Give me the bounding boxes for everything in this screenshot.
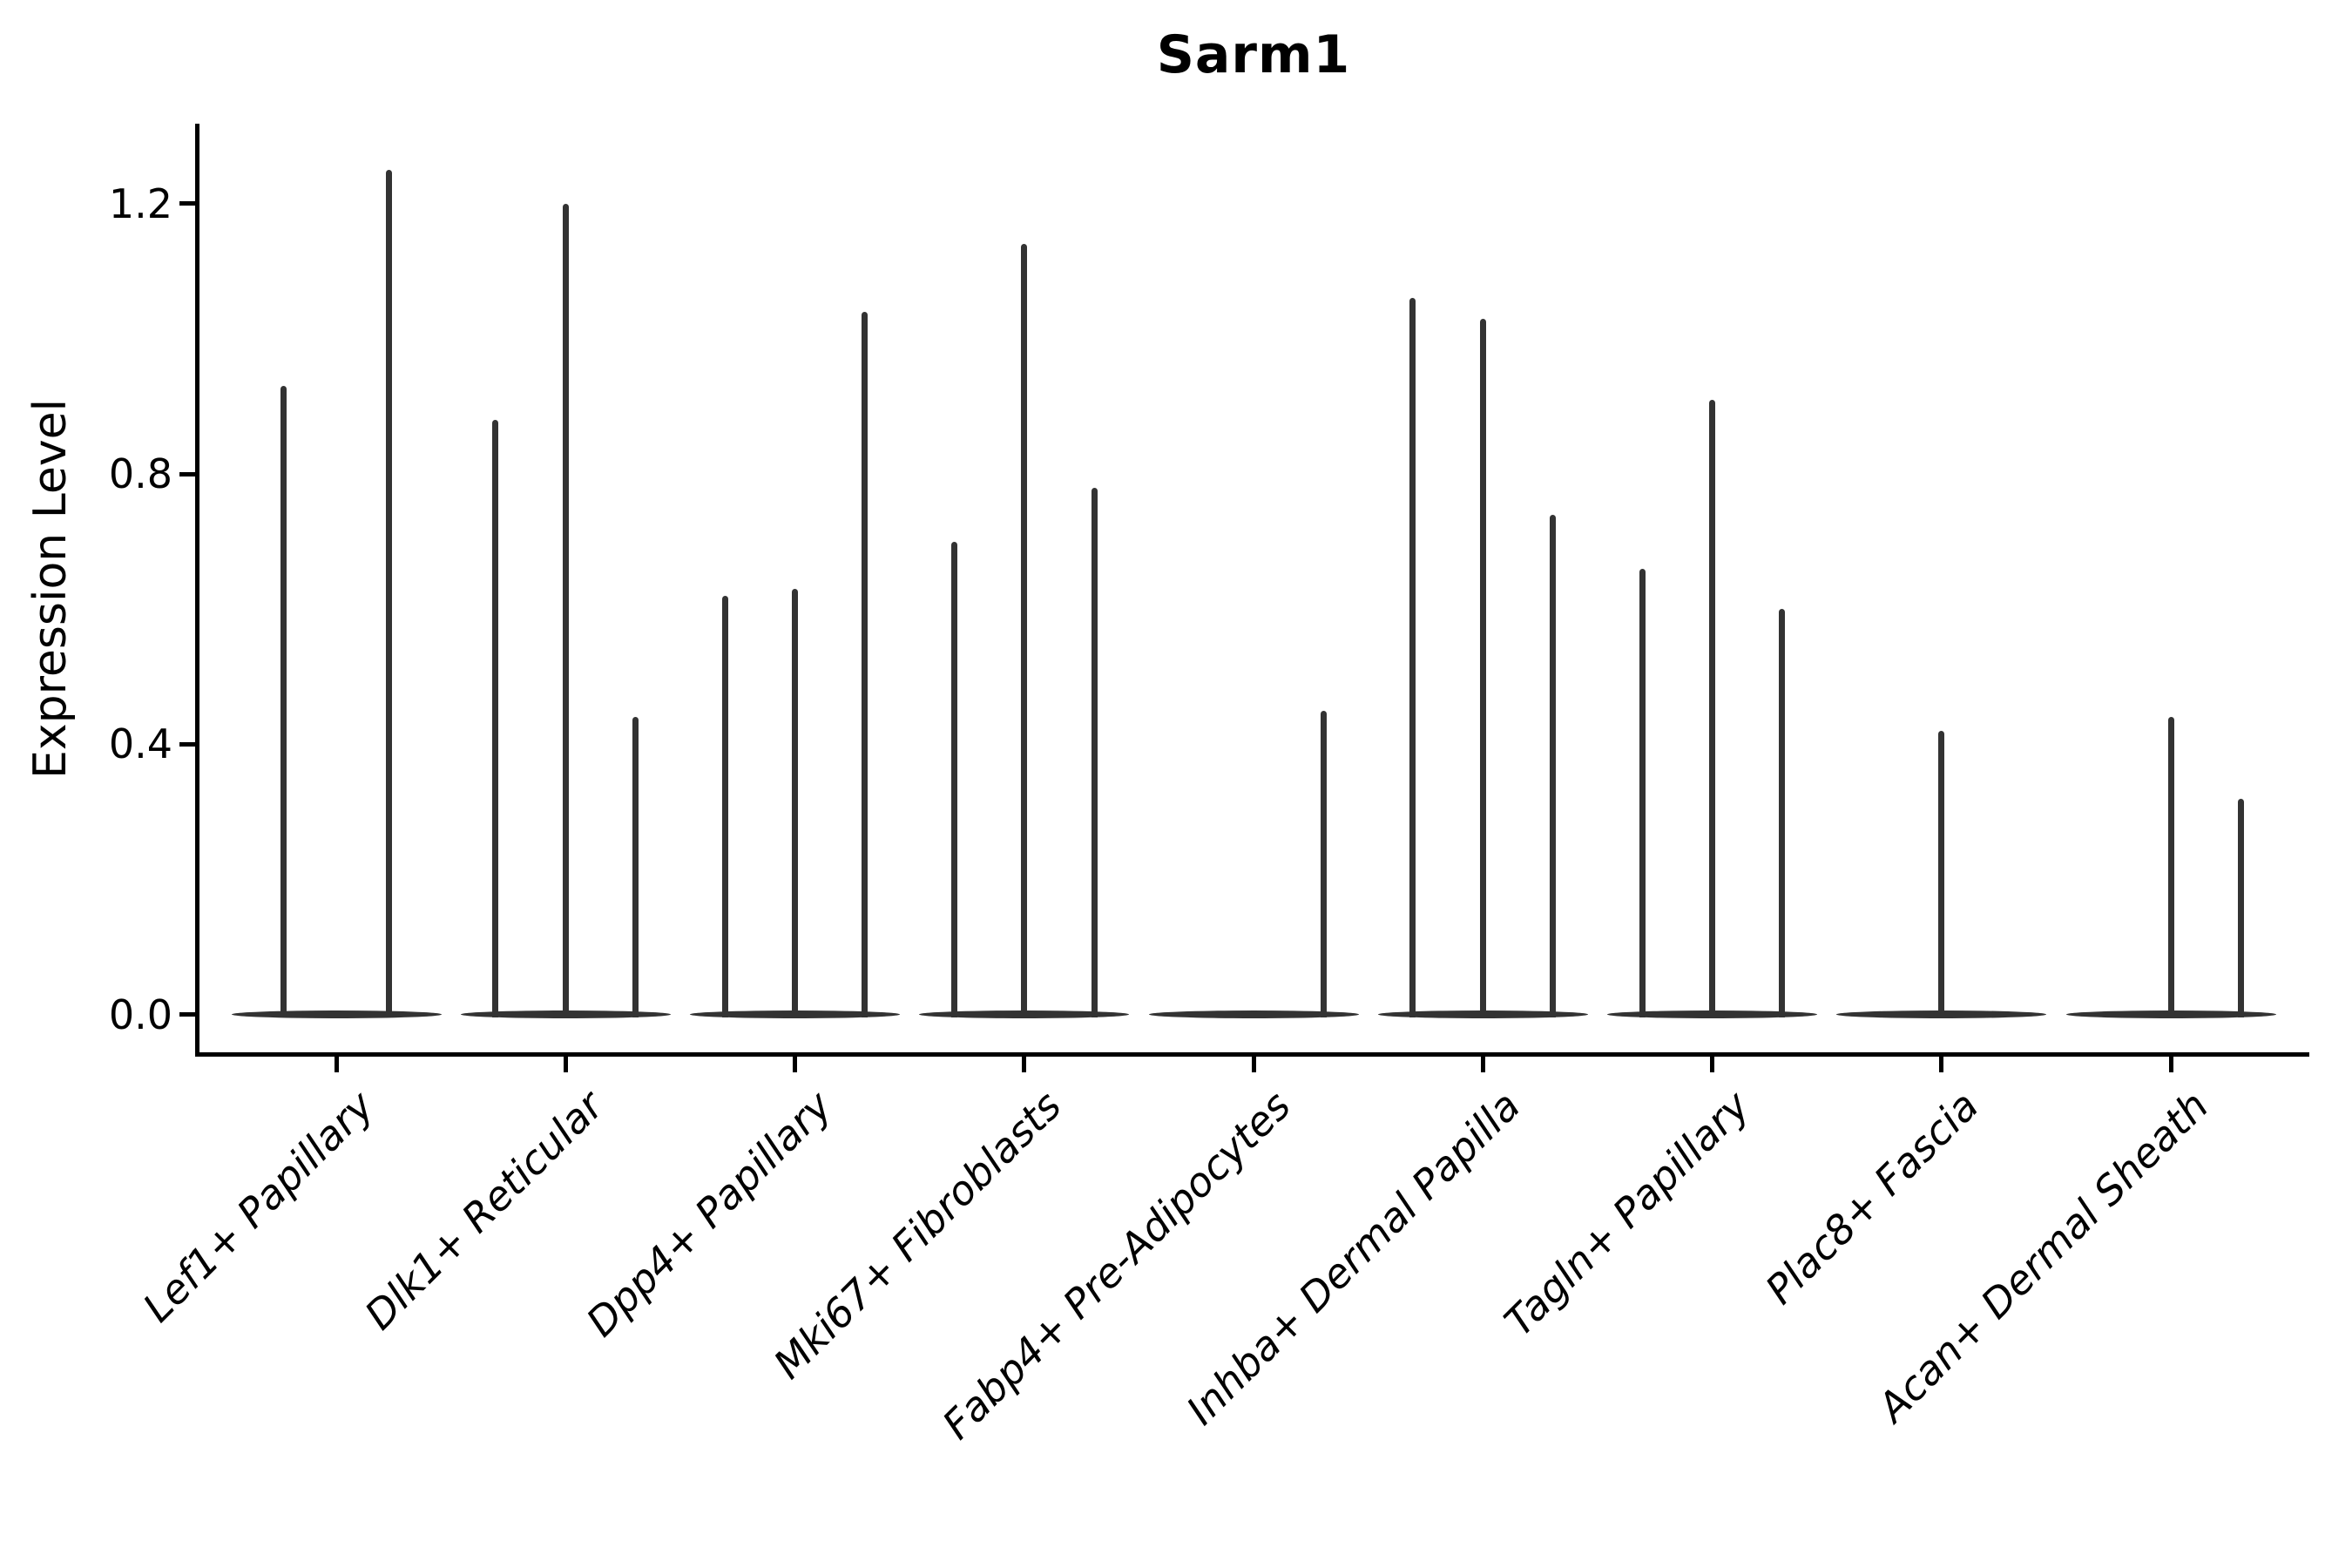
y-tick (179, 741, 195, 747)
y-tick-label: 0.0 (108, 990, 172, 1038)
violin-spike-6-3 (1550, 514, 1557, 1017)
violin-spike-4-2 (1021, 244, 1028, 1017)
violin-body-5 (1148, 1010, 1359, 1019)
violin-spike-2-2 (562, 203, 569, 1017)
violin-spike-7-1 (1639, 568, 1646, 1017)
x-tick-label: Lef1+ Papillary (133, 1082, 383, 1331)
y-axis-spine (195, 124, 199, 1057)
x-tick (1710, 1057, 1714, 1072)
violin-body-1 (231, 1010, 442, 1019)
violin-spike-1-2 (385, 169, 392, 1017)
violin-spike-4-1 (950, 541, 957, 1017)
violin-spike-8-2 (1938, 730, 1945, 1017)
x-tick (1251, 1057, 1256, 1072)
x-tick-label: Dpp4+ Papillary (578, 1082, 841, 1346)
violin-spike-3-1 (721, 595, 728, 1017)
violin-spike-9-2 (2167, 717, 2174, 1017)
violin-spike-7-2 (1709, 399, 1715, 1017)
x-tick (1939, 1057, 1944, 1072)
x-tick-label: Tagln+ Papillary (1495, 1082, 1759, 1346)
x-tick-label: Dlk1+ Reticular (355, 1082, 612, 1339)
x-axis-spine (195, 1052, 2309, 1057)
chart-title: Sarm1 (1156, 24, 1351, 85)
violin-spike-5-3 (1320, 710, 1327, 1017)
x-tick (1022, 1057, 1027, 1072)
y-tick-label: 1.2 (108, 179, 172, 227)
violin-spike-2-1 (492, 419, 499, 1017)
y-tick-label: 0.8 (108, 450, 172, 497)
x-tick-label: Plac8+ Fascia (1756, 1082, 1988, 1314)
violin-spike-6-2 (1479, 318, 1486, 1017)
y-tick-label: 0.4 (108, 720, 172, 768)
x-tick (334, 1057, 339, 1072)
violin-spike-7-3 (1779, 609, 1786, 1017)
x-tick (793, 1057, 797, 1072)
y-tick (179, 1012, 195, 1017)
violin-spike-3-3 (862, 311, 868, 1017)
violin-spike-1-1 (280, 386, 287, 1017)
violin-spike-9-3 (2237, 798, 2244, 1017)
x-tick (2168, 1057, 2173, 1072)
y-axis-label: Expression Level (24, 398, 77, 780)
violin-spike-3-2 (792, 588, 798, 1017)
y-tick (179, 201, 195, 206)
violin-spike-2-3 (632, 717, 639, 1017)
x-tick (563, 1057, 568, 1072)
x-tick (1480, 1057, 1485, 1072)
violin-spike-6-1 (1409, 298, 1416, 1017)
violin-spike-4-3 (1091, 487, 1098, 1017)
y-tick (179, 471, 195, 476)
